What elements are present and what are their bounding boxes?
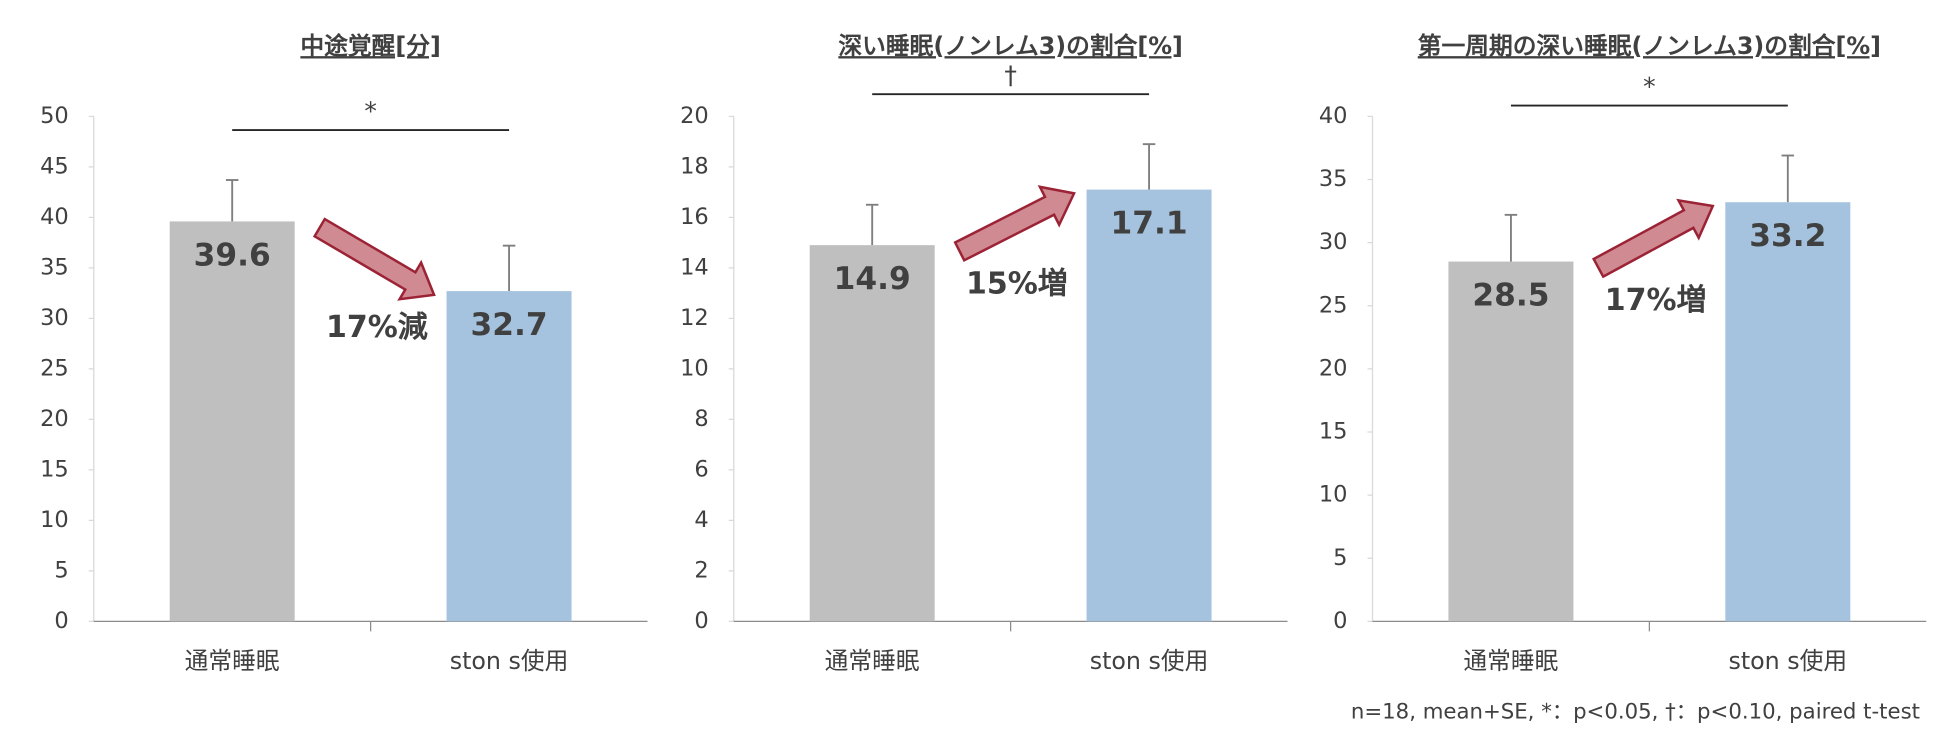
y-tick-label: 25 bbox=[40, 355, 69, 381]
y-tick-label: 40 bbox=[40, 204, 69, 230]
x-tick-label: 通常睡眠 bbox=[1463, 647, 1558, 675]
chart-title: 深い睡眠(ノンレム3)の割合[%] bbox=[838, 32, 1183, 60]
change-arrow bbox=[1591, 198, 1715, 279]
value-label: 28.5 bbox=[1472, 278, 1549, 314]
y-tick-label: 40 bbox=[1319, 103, 1348, 129]
y-tick-label: 0 bbox=[54, 608, 68, 634]
y-tick-label: 20 bbox=[40, 406, 69, 432]
y-tick-label: 10 bbox=[1319, 482, 1348, 508]
bar bbox=[1448, 261, 1574, 622]
y-tick-label: 6 bbox=[694, 456, 708, 482]
x-tick-label: ston s使用 bbox=[1090, 647, 1209, 675]
significance-mark: † bbox=[1004, 61, 1017, 90]
y-tick-label: 35 bbox=[40, 254, 69, 280]
x-tick-label: ston s使用 bbox=[1728, 647, 1847, 675]
value-label: 33.2 bbox=[1749, 218, 1826, 254]
change-annotation: 17%減 bbox=[326, 310, 428, 345]
y-tick-label: 12 bbox=[680, 305, 709, 331]
y-tick-label: 10 bbox=[680, 355, 709, 381]
x-tick-label: ston s使用 bbox=[450, 647, 569, 675]
change-arrow bbox=[953, 185, 1076, 262]
y-tick-label: 2 bbox=[694, 557, 708, 583]
significance-mark: * bbox=[1643, 72, 1656, 101]
y-tick-label: 20 bbox=[1319, 355, 1348, 381]
value-label: 17.1 bbox=[1111, 206, 1188, 242]
y-tick-label: 20 bbox=[680, 103, 709, 129]
y-tick-label: 8 bbox=[694, 406, 708, 432]
bar bbox=[809, 245, 935, 622]
y-tick-label: 50 bbox=[40, 103, 69, 129]
y-tick-label: 0 bbox=[1333, 608, 1347, 634]
change-arrow bbox=[312, 217, 436, 301]
change-annotation: 17%増 bbox=[1605, 283, 1707, 318]
y-tick-label: 14 bbox=[680, 254, 709, 280]
y-tick-label: 15 bbox=[40, 456, 69, 482]
y-tick-label: 45 bbox=[40, 153, 69, 179]
significance-mark: * bbox=[364, 97, 377, 126]
footnote: n=18, mean+SE, *：p<0.05, †：p<0.10, paire… bbox=[1351, 700, 1920, 725]
value-label: 39.6 bbox=[194, 237, 271, 273]
y-tick-label: 15 bbox=[1319, 419, 1348, 445]
change-annotation: 15%増 bbox=[966, 267, 1068, 302]
y-tick-label: 5 bbox=[54, 557, 68, 583]
y-tick-label: 4 bbox=[694, 507, 708, 533]
y-tick-label: 30 bbox=[1319, 229, 1348, 255]
y-tick-label: 35 bbox=[1319, 166, 1348, 192]
y-tick-label: 30 bbox=[40, 305, 69, 331]
chart-title: 中途覚醒[分] bbox=[300, 32, 440, 60]
y-tick-label: 5 bbox=[1333, 545, 1347, 571]
y-tick-label: 10 bbox=[40, 507, 69, 533]
value-label: 14.9 bbox=[834, 261, 911, 297]
y-tick-label: 0 bbox=[694, 608, 708, 634]
bar bbox=[1725, 202, 1851, 622]
x-tick-label: 通常睡眠 bbox=[185, 647, 280, 675]
y-tick-label: 25 bbox=[1319, 292, 1348, 318]
bar bbox=[1086, 189, 1212, 622]
x-tick-label: 通常睡眠 bbox=[825, 647, 920, 675]
bar bbox=[446, 291, 572, 622]
chart-title: 第一周期の深い睡眠(ノンレム3)の割合[%] bbox=[1418, 32, 1881, 60]
value-label: 32.7 bbox=[471, 307, 548, 343]
y-tick-label: 18 bbox=[680, 153, 709, 179]
bar bbox=[169, 221, 295, 622]
y-tick-label: 16 bbox=[680, 204, 709, 230]
